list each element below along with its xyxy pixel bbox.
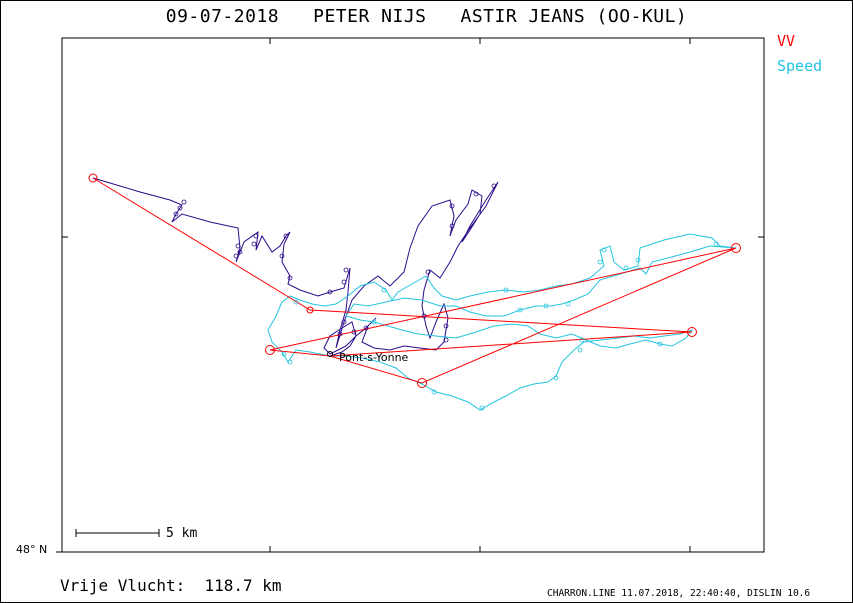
- turnpoint-2: [265, 345, 275, 355]
- task-line: [92, 177, 737, 384]
- turnpoint-5: [417, 378, 427, 388]
- town-label: Pont-s-Yonne: [339, 351, 409, 364]
- plot-border: [61, 37, 765, 553]
- thermal-markers-cyan: [281, 241, 719, 411]
- page-title: 09-07-2018 PETER NIJS ASTIR JEANS (OO-KU…: [165, 6, 688, 27]
- legend-vv: VV: [777, 32, 796, 50]
- distance-label: Vrije Vlucht: 118.7 km: [60, 576, 282, 595]
- turnpoint-3: [731, 243, 741, 253]
- axis-ticks: [56, 38, 764, 553]
- scale-label: 5 km: [166, 526, 198, 541]
- turnpoint-6: [306, 306, 314, 314]
- turnpoint-4: [687, 327, 697, 337]
- track-cyan: [267, 233, 737, 411]
- turnpoints: [88, 173, 741, 388]
- track-purple: [92, 177, 499, 357]
- legend-speed: Speed: [777, 57, 823, 75]
- footer-info: CHARRON.LINE 11.07.2018, 22:40:40, DISLI…: [547, 588, 811, 599]
- latitude-label: 48° N: [16, 543, 48, 556]
- town-marker: [327, 351, 333, 357]
- thermal-markers-purple: [173, 183, 497, 343]
- scale-bar: [75, 529, 160, 537]
- turnpoint-1: [88, 173, 98, 183]
